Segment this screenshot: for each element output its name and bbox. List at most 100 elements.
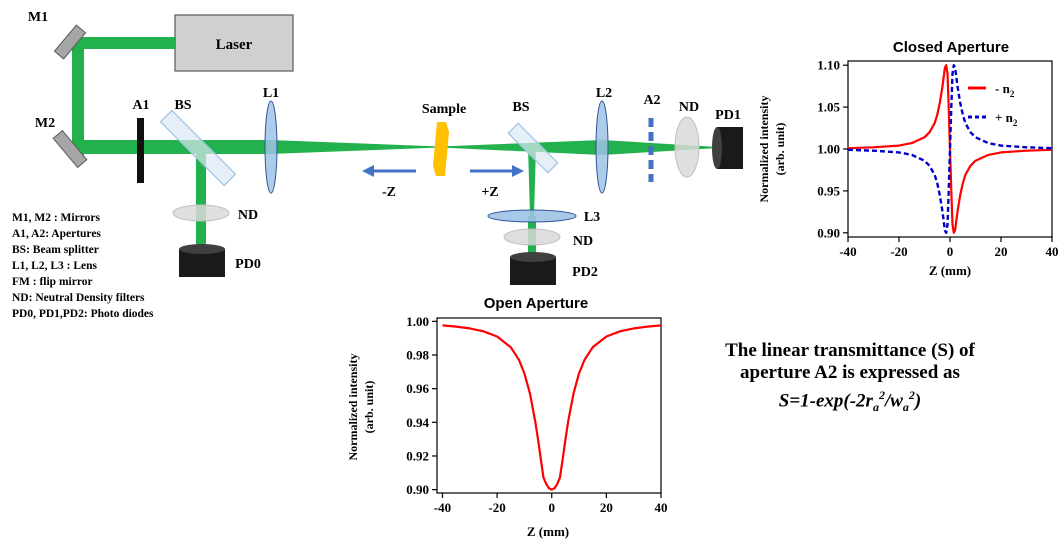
closed-ytick-label: 0.95 [817,183,840,198]
open-aperture-chart: Open Aperture -40 -20 0 20 40 0.90 0.92 0.94 0.9… [346,295,668,539]
pd0-label: PD0 [235,257,261,272]
open-ylabel-2: (arb. unit) [362,381,376,434]
lens-l3 [487,209,577,223]
beam-diverging [440,140,602,155]
closed-xtick-label: -20 [890,244,907,259]
closed-axis-ticks: -40 -20 0 20 40 0.90 0.95 1.00 1.05 1.10 [817,58,1058,259]
open-ytick-label: 0.92 [406,448,429,463]
component-legend: M1, M2 : Mirrors A1, A2: Apertures BS: B… [12,210,154,322]
nd-bottom-label: ND [573,234,593,249]
open-axis-ticks: -40 -20 0 20 40 0.90 0.92 0.94 0.96 0.98 1.00 [406,314,667,515]
beam-focus-pd1 [602,140,718,155]
plus-z-label: +Z [481,185,498,200]
pd2-label: PD2 [572,265,598,280]
laser-label: Laser [216,37,253,53]
open-xtick-label: 20 [600,500,613,515]
closed-series-line-1 [847,63,1053,235]
open-ytick-label: 0.96 [406,381,429,396]
closed-series [847,63,1053,235]
closed-ylabel-2: (arb. unit) [773,123,787,176]
sample [433,122,449,176]
closed-series-line-0 [847,64,1053,234]
lens-l1 [264,100,278,194]
closed-ytick-label: 0.90 [817,225,840,240]
open-chart-title: Open Aperture [484,295,588,312]
legend-line-mirrors: M1, M2 : Mirrors [12,212,100,224]
formula-equation: S=1-exp(-2ra2/wa2) [778,388,922,415]
bs2-label: BS [512,100,529,115]
legend-line-photodiodes: PD0, PD1,PD2: Photo diodes [12,308,154,320]
open-ytick-label: 0.98 [406,348,429,363]
closed-xtick-label: 0 [947,244,954,259]
lens-l2 [595,100,609,194]
open-xtick-label: 40 [655,500,668,515]
laser-beam [72,37,718,258]
beam-to-pd0 [196,146,206,250]
closed-ytick-label: 1.05 [817,100,840,115]
legend-line-flip-mirror: FM : flip mirror [12,276,93,288]
beam-m1-to-m2 [72,37,84,157]
photodiode-pd2 [510,252,556,285]
photodiode-pd0 [179,244,225,277]
open-plot-frame [436,317,662,494]
closed-chart-title: Closed Aperture [893,39,1009,56]
closed-ytick-label: 1.00 [817,142,840,157]
beam-to-l3 [528,146,536,216]
mirror-m2 [52,129,88,169]
open-xtick-label: -20 [488,500,505,515]
beam-splitter-2 [507,122,559,174]
open-series [442,324,662,491]
bs1-label: BS [174,98,191,113]
legend-line-apertures: A1, A2: Apertures [12,228,101,240]
minus-z-arrow [362,165,416,177]
minus-z-label: -Z [382,185,396,200]
beam-m2-to-l1 [72,140,272,154]
m2-label: M2 [35,116,55,131]
open-ytick-label: 0.90 [406,482,429,497]
plus-z-arrow [470,165,524,177]
beam-laser-to-m1 [82,37,176,49]
legend-line-nd-filters: ND: Neutral Density filters [12,292,145,304]
open-ylabel-1: Normalized intensity [346,354,360,461]
open-ytick-label: 0.94 [406,415,429,430]
closed-legend: - n2 + n2 [968,81,1018,128]
nd-filter-bottom [503,228,561,246]
open-xlabel: Z (mm) [527,524,569,539]
closed-ylabel-1: Normalized intensity [757,96,771,203]
formula-line-1: The linear transmittance (S) of [725,340,975,361]
m1-label: M1 [28,10,48,25]
beam-splitter-1 [159,109,237,187]
closed-xtick-label: -40 [839,244,856,259]
transmittance-note: The linear transmittance (S) of aperture… [700,340,1000,418]
mirror-m1 [53,24,87,60]
l3-label: L3 [584,210,600,225]
closed-ytick-label: 1.10 [817,58,840,73]
open-xtick-label: 0 [548,500,555,515]
closed-xtick-label: 20 [995,244,1008,259]
closed-xtick-label: 40 [1046,244,1059,259]
nd-filter-left [172,204,230,222]
l2-label: L2 [596,86,612,101]
photodiode-pd1 [712,127,743,169]
legend-line-beam-splitter: BS: Beam splitter [12,244,99,256]
open-xtick-label: -40 [434,500,451,515]
open-series-line-0 [442,324,662,491]
open-ytick-label: 1.00 [406,314,429,329]
closed-xlabel: Z (mm) [929,263,971,278]
laser-box [174,14,294,72]
pd1-label: PD1 [715,108,741,123]
closed-aperture-chart: Closed Aperture -40 -20 0 20 40 0.90 0.95 1.00 1… [757,39,1059,278]
l1-label: L1 [263,86,279,101]
a1-label: A1 [132,98,149,113]
nd-top-label: ND [679,100,699,115]
nd-left-label: ND [238,208,258,223]
sample-label: Sample [422,102,466,117]
a2-label: A2 [643,93,660,108]
aperture-a1 [137,118,144,183]
legend-label-plus-n2: + n2 [995,110,1018,128]
beam-converging [270,140,440,154]
nd-filter-top [674,116,700,178]
legend-line-lens: L1, L2, L3 : Lens [12,260,97,272]
legend-label-minus-n2: - n2 [995,81,1015,99]
